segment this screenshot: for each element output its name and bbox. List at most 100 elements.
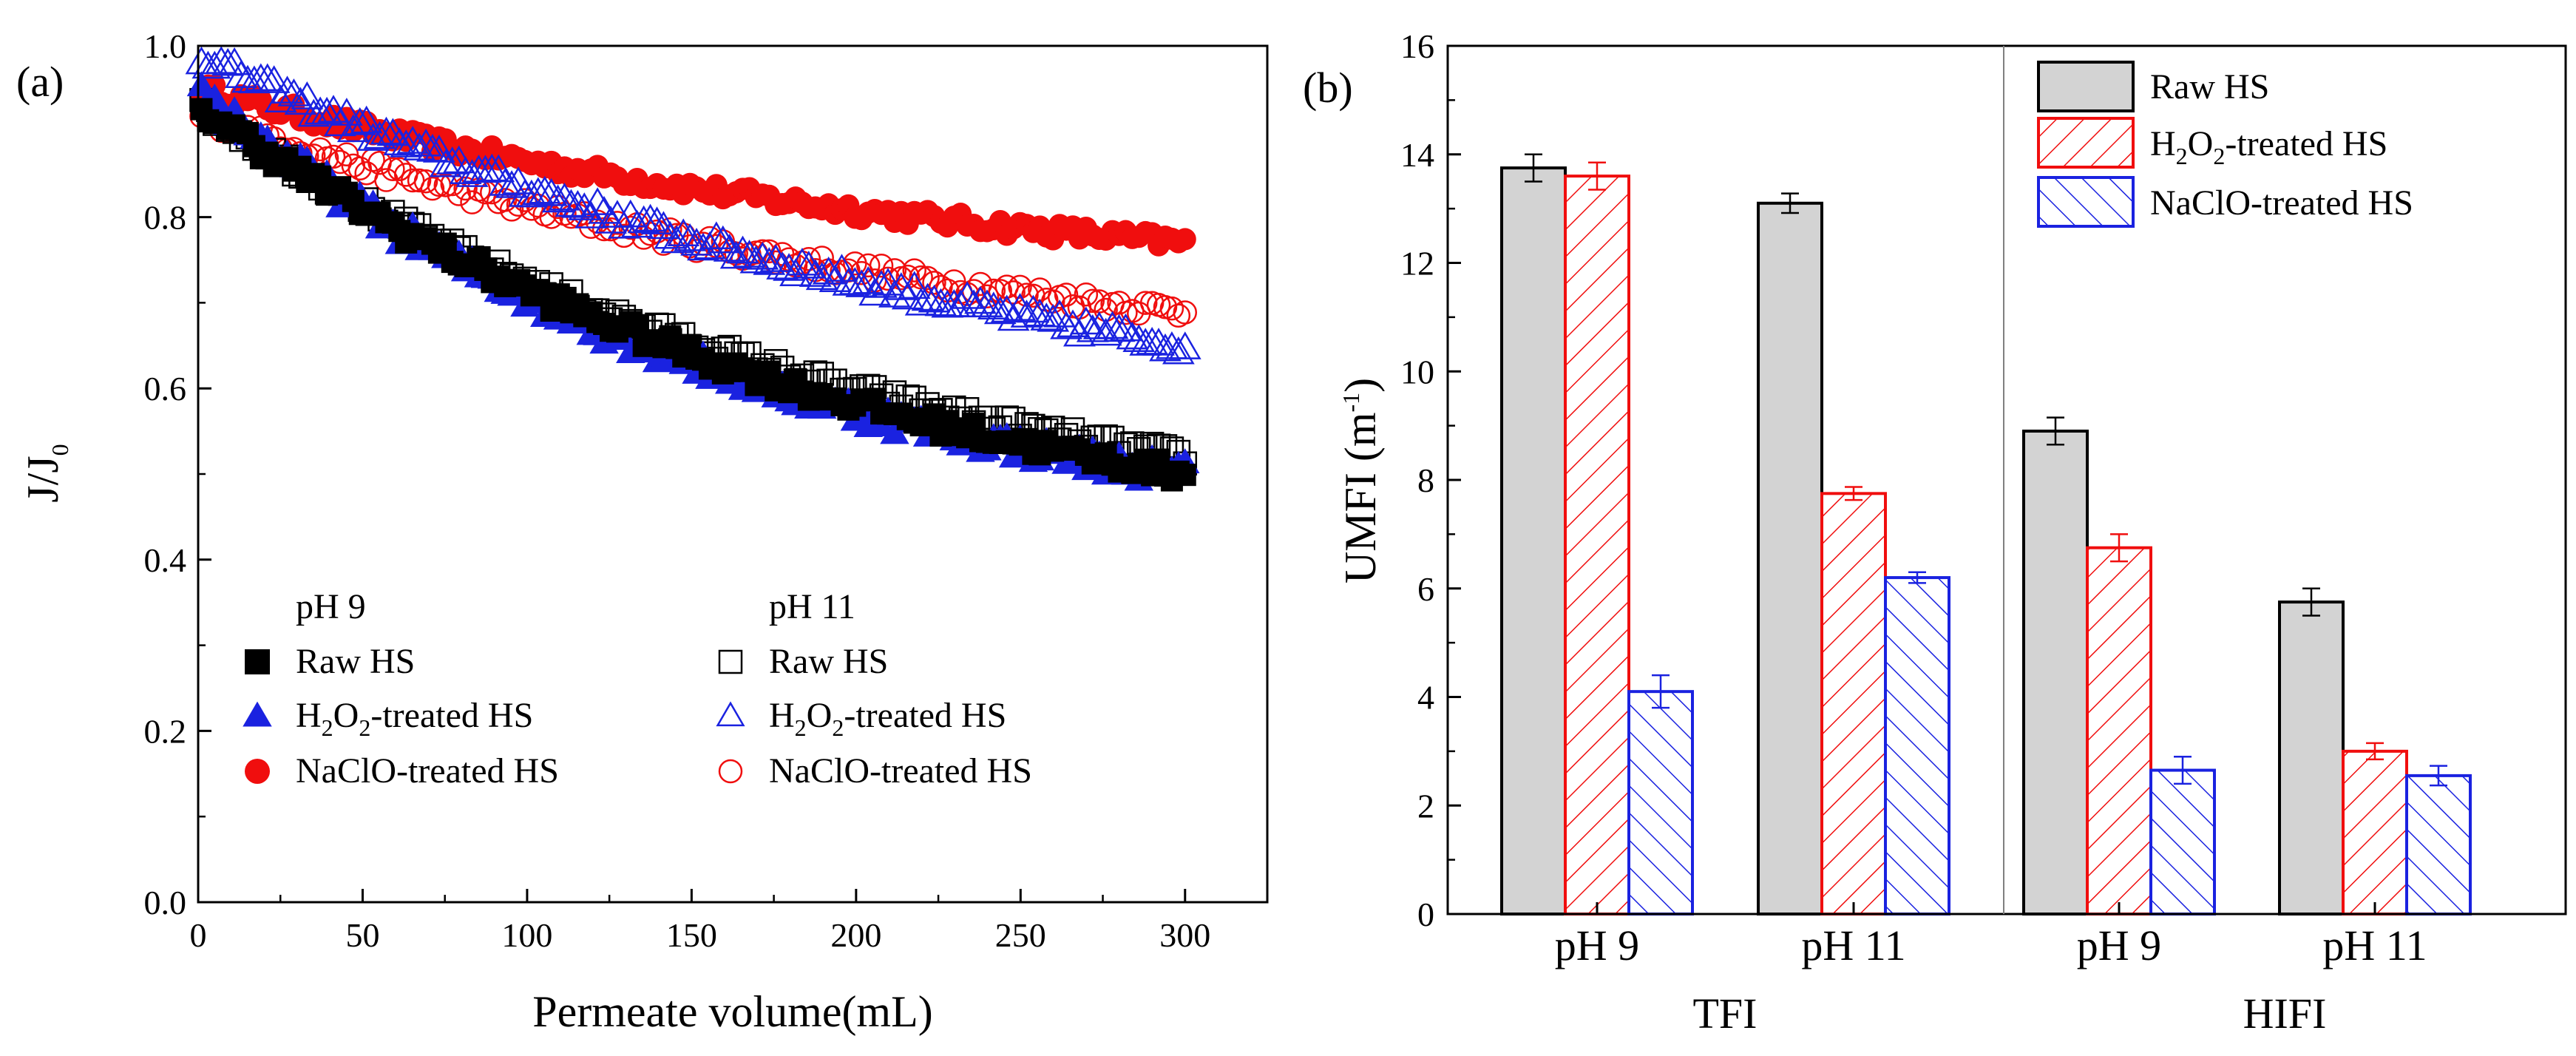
a-point [383, 127, 416, 155]
a-point [640, 206, 674, 234]
a-point [726, 235, 759, 264]
a-point [251, 63, 284, 92]
a-point [858, 277, 892, 306]
a-point [528, 175, 561, 204]
b-bar [1564, 175, 1630, 916]
a-point [786, 247, 818, 276]
b-bar [2086, 546, 2152, 915]
a-point [994, 274, 1019, 299]
a-point [284, 87, 317, 115]
b-x-tick-label: pH 9 [1555, 921, 1639, 969]
a-point [812, 256, 845, 285]
b-bar [2022, 429, 2089, 915]
a-point [495, 170, 528, 198]
a-point [898, 271, 931, 299]
b-error-bar [1781, 192, 1799, 214]
a-point [348, 156, 372, 181]
a-point [1017, 294, 1050, 323]
a-point [988, 279, 1013, 303]
a-point [598, 217, 623, 242]
a-point [620, 209, 654, 238]
a-point [334, 142, 359, 166]
b-y-tick-label: 10 [1400, 353, 1434, 390]
a-point [336, 114, 370, 143]
a-point [971, 289, 1003, 318]
a-point [1080, 288, 1105, 314]
a-point [311, 96, 343, 125]
a-point [356, 123, 390, 151]
a-point [766, 251, 799, 280]
a-x-tick-label: 300 [1159, 916, 1210, 954]
legend-label-ph11-raw: Raw HS [769, 642, 888, 681]
b-error-bar [1845, 486, 1862, 501]
panel-a-label: (a) [16, 58, 64, 106]
a-series-0 [190, 98, 1196, 492]
b-y-tick-label: 12 [1400, 245, 1434, 282]
a-point [1173, 464, 1196, 487]
panel-a-x-axis-title: Permeate volume(mL) [532, 987, 932, 1036]
a-point [865, 270, 898, 298]
b-error-bar [1908, 571, 1926, 584]
a-point [435, 146, 469, 175]
a-point [990, 294, 1023, 323]
a-point [753, 247, 786, 275]
a-point [1173, 300, 1198, 325]
a-point [674, 223, 707, 251]
a-point [855, 253, 881, 278]
panel-b-bars [1500, 153, 2472, 916]
a-point [911, 282, 944, 311]
a-point [1159, 296, 1184, 321]
panel-b-y-axis-title: UMFI (m-1) [1336, 378, 1385, 583]
a-point [1054, 282, 1079, 307]
a-y-tick-label: 0.8 [144, 199, 187, 237]
legend-label-ph9-h2o2: H2O2-treated HS [296, 696, 533, 741]
legend-swatch-raw [2037, 61, 2135, 112]
a-point [568, 192, 601, 220]
panel-a-legend-markers [243, 649, 745, 784]
a-point [983, 296, 1017, 325]
a-point [1037, 303, 1070, 332]
a-point [1116, 321, 1149, 350]
a-point [773, 253, 805, 281]
a-point [799, 259, 832, 287]
b-x-tick-label: pH 11 [1801, 921, 1905, 969]
b-y-tick-label: 16 [1400, 27, 1434, 65]
a-point [792, 251, 825, 279]
b-error-bar [1525, 153, 1542, 183]
b-y-tick-label: 6 [1417, 570, 1434, 608]
a-series-3 [189, 88, 1198, 475]
a-point [499, 197, 524, 222]
a-y-tick-label: 0.2 [144, 712, 187, 750]
a-point [1162, 336, 1195, 365]
a-point [271, 75, 304, 104]
a-point [541, 184, 574, 213]
panel-b-ticks: 0 2 4 6 8 10 12 14 16 pH 9 pH 11 pH 9 pH 11 [1400, 27, 2427, 969]
legend-label-ph11-h2o2: H2O2-treated HS [769, 696, 1006, 741]
b-y-tick-label: 2 [1417, 787, 1434, 825]
a-point [489, 168, 522, 196]
legend-label-ph9-raw: Raw HS [296, 642, 415, 681]
panel-b-group-label-tfi: TFI [1693, 989, 1758, 1038]
a-point [1168, 331, 1201, 359]
legend-marker-ph11-circle [718, 759, 743, 784]
a-point [1001, 406, 1026, 431]
a-point [1057, 309, 1089, 338]
panel-a-ticks: 0 50 100 150 200 250 300 0.0 0.2 0.4 0.6 0.8 1.0 [144, 27, 1211, 954]
b-bar [2149, 768, 2216, 916]
a-point [594, 206, 627, 234]
a-point [1023, 298, 1057, 327]
a-point [350, 105, 383, 134]
b-error-bar [2430, 765, 2447, 787]
a-point [548, 182, 581, 211]
legend-marker-ph11-triangle [716, 701, 745, 727]
panel-b-legend: Raw HS H2O2-treated HS NaClO-treated HS [2037, 61, 2413, 228]
panel-a: (a) 0 50 100 150 200 250 300 0.0 0.2 0.4 0.6 0.8 1.0… [16, 27, 1269, 1036]
a-point [1008, 274, 1032, 299]
b-bar [1884, 576, 1950, 915]
a-point [449, 156, 482, 184]
b-y-tick-label: 14 [1400, 136, 1434, 174]
panel-b: (b) 0 2 4 6 8 10 12 14 16 pH 9 pH 11 pH 9 pH 11 UMFI… [1303, 27, 2567, 1038]
a-point [1010, 299, 1043, 328]
legend-group-title-ph9: pH 9 [296, 587, 366, 626]
